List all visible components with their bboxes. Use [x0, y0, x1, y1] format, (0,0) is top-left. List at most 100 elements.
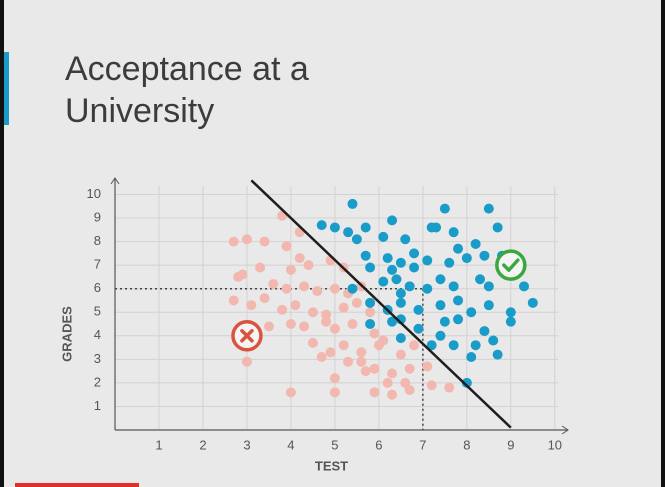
point	[435, 330, 446, 341]
point	[228, 236, 239, 247]
x-axis-arrow	[561, 425, 569, 435]
point	[431, 222, 442, 233]
point	[343, 356, 354, 367]
point	[281, 241, 292, 252]
point	[404, 363, 415, 374]
point	[259, 293, 270, 304]
point	[351, 297, 362, 308]
point	[347, 198, 358, 209]
y-tick-label: 8	[94, 233, 101, 248]
y-tick-label: 4	[94, 327, 101, 342]
point	[263, 321, 274, 332]
point	[307, 337, 318, 348]
y-tick-label: 2	[94, 374, 101, 389]
point	[395, 333, 406, 344]
point	[387, 316, 398, 327]
point	[395, 297, 406, 308]
x-tick-label: 3	[243, 437, 250, 452]
point	[365, 297, 376, 308]
x-tick-label: 4	[287, 437, 294, 452]
point	[527, 297, 538, 308]
point	[259, 236, 270, 247]
point	[395, 288, 406, 299]
point	[519, 281, 530, 292]
point	[461, 253, 472, 264]
point	[356, 347, 367, 358]
point	[444, 382, 455, 393]
point	[338, 340, 349, 351]
point	[466, 351, 477, 362]
point	[365, 319, 376, 330]
point	[268, 278, 279, 289]
point	[299, 321, 310, 332]
x-tick-label: 1	[155, 437, 162, 452]
point	[475, 274, 486, 285]
point	[435, 274, 446, 285]
point	[285, 319, 296, 330]
point	[400, 234, 411, 245]
point	[426, 340, 437, 351]
y-axis-arrow	[110, 177, 120, 185]
x-tick-label: 9	[507, 437, 514, 452]
point	[233, 271, 244, 282]
point	[461, 377, 472, 388]
slide-title: Acceptance at a University	[65, 50, 309, 130]
y-tick-label: 7	[94, 257, 101, 272]
point	[483, 203, 494, 214]
point	[483, 300, 494, 311]
icon-check	[502, 258, 520, 272]
point	[316, 220, 327, 231]
point	[246, 300, 257, 311]
point	[241, 234, 252, 245]
point	[422, 361, 433, 372]
point	[351, 234, 362, 245]
point	[382, 253, 393, 264]
point	[387, 368, 398, 379]
point	[453, 295, 464, 306]
point	[382, 377, 393, 388]
point	[228, 295, 239, 306]
point	[299, 281, 310, 292]
point	[409, 340, 420, 351]
point	[373, 340, 384, 351]
point	[483, 281, 494, 292]
y-tick-label: 3	[94, 351, 101, 366]
y-axis-label: GRADES	[59, 306, 74, 362]
point	[488, 335, 499, 346]
point	[422, 283, 433, 294]
point	[453, 314, 464, 325]
point	[316, 351, 327, 362]
point	[325, 347, 336, 358]
point	[505, 316, 516, 327]
x-tick-label: 5	[331, 437, 338, 452]
point	[338, 302, 349, 313]
point	[435, 300, 446, 311]
point	[303, 260, 314, 271]
point	[439, 203, 450, 214]
x-tick-label: 7	[419, 437, 426, 452]
point	[378, 231, 389, 242]
slide: Acceptance at a University 1 2 3 4 5 6 7 8 9 10 1 2…	[4, 0, 661, 487]
y-tick-label: 10	[87, 186, 101, 201]
accent-bar	[4, 52, 9, 125]
point	[360, 222, 371, 233]
point	[470, 340, 481, 351]
icon-cross	[240, 329, 254, 343]
point	[356, 356, 367, 367]
point	[409, 248, 420, 259]
point	[470, 238, 481, 249]
point	[378, 276, 389, 287]
point	[409, 262, 420, 273]
point	[281, 283, 292, 294]
point	[492, 222, 503, 233]
point	[505, 307, 516, 318]
x-tick-label: 2	[199, 437, 206, 452]
point	[277, 304, 288, 315]
point	[360, 250, 371, 261]
point	[329, 373, 340, 384]
x-tick-label: 8	[463, 437, 470, 452]
accepted-icon	[495, 249, 527, 281]
point	[369, 328, 380, 339]
point	[321, 316, 332, 327]
